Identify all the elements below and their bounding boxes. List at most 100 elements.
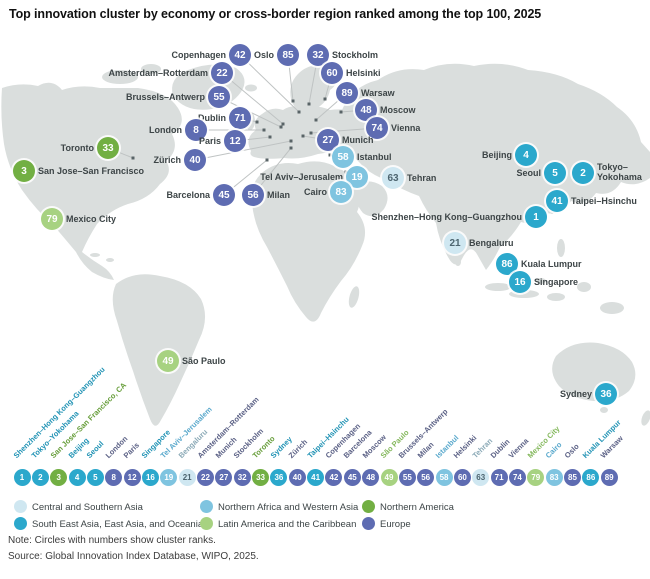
cluster-rank-circle-helsinki: 60 [321, 62, 343, 84]
cluster-label-mexico-city: Mexico City [66, 214, 117, 224]
cluster-rank-circle-san-jose-san-francisco: 3 [13, 160, 35, 182]
axis-rank-circle-barcelona: 45 [343, 468, 361, 486]
cluster-rank-circle-paris: 12 [224, 130, 246, 152]
axis-rank-circle-amsterdam-rotterdam: 22 [197, 468, 214, 486]
leader-line-brussels-antwerp [218, 96, 282, 128]
cluster-rank-circle-singapore: 16 [509, 271, 531, 293]
leader-line-z-rich [194, 140, 292, 161]
city-dot-barcelona [265, 158, 269, 162]
axis-rank-circle-toronto: 33 [252, 468, 270, 486]
cluster-label-singapore: Singapore [534, 277, 579, 287]
cluster-label-helsinki: Helsinki [346, 68, 381, 78]
cluster-rank-circle-sydney: 36 [595, 383, 617, 405]
city-dot-dublin [255, 120, 259, 124]
legend-label-lac: Latin America and the Caribbean [218, 519, 357, 530]
cluster-label-london: London [149, 125, 182, 135]
cluster-rank-circle-copenhagen: 42 [229, 44, 251, 66]
legend-label-eu: Europe [380, 519, 411, 530]
cluster-label-tokyo-yokohama: Tokyo–Yokohama [597, 162, 642, 182]
cluster-label-s-o-paulo: São Paulo [182, 356, 226, 366]
cluster-label-munich: Munich [342, 135, 374, 145]
cluster-label-san-jose-san-francisco: San Jose–San Francisco [38, 166, 145, 176]
legend-dot-nawa [200, 500, 213, 513]
cluster-label-stockholm: Stockholm [332, 50, 379, 60]
figure-title: Top innovation cluster by economy or cro… [9, 7, 542, 21]
city-dot-stockholm [307, 102, 311, 106]
cluster-rank-circle-brussels-antwerp: 55 [208, 86, 230, 108]
cluster-rank-circle-london: 8 [185, 119, 207, 141]
axis-rank-circle-dublin: 71 [490, 468, 508, 486]
cluster-label-copenhagen: Copenhagen [171, 50, 226, 60]
axis-rank-circle-brussels-antwerp: 55 [398, 468, 416, 486]
cluster-rank-circle-z-rich: 40 [184, 149, 206, 171]
cluster-label-seoul: Seoul [516, 168, 541, 178]
axis-rank-circle-s-o-paulo: 49 [380, 468, 398, 486]
city-dot-copenhagen [297, 110, 301, 114]
axis-rank-circle-stockholm: 32 [233, 468, 251, 486]
cluster-rank-circle-oslo: 85 [277, 44, 299, 66]
cluster-rank-circle-barcelona: 45 [213, 184, 235, 206]
cluster-rank-circle-amsterdam-rotterdam: 22 [211, 62, 233, 84]
cluster-label-warsaw: Warsaw [361, 88, 395, 98]
cluster-rank-circle-munich: 27 [317, 129, 339, 151]
cluster-rank-circle-shenzhen-hong-kong-guangzhou: 1 [525, 206, 547, 228]
cluster-rank-circle-s-o-paulo: 49 [157, 350, 179, 372]
city-dot-vienna [309, 131, 313, 135]
legend-dot-sea [14, 517, 27, 530]
legend-dot-na [362, 500, 375, 513]
axis-rank-circle-san-jose-san-francisco-ca: 3 [50, 468, 68, 486]
axis-rank-circle-mexico-city: 79 [527, 468, 545, 486]
cluster-label-oslo: Oslo [253, 50, 274, 60]
cluster-rank-circle-warsaw: 89 [336, 82, 358, 104]
axis-rank-circle-seoul: 5 [86, 468, 104, 486]
cluster-label-tehran: Tehran [407, 173, 437, 183]
cluster-label-istanbul: Istanbul [357, 152, 392, 162]
cluster-label-toronto: Toronto [60, 143, 94, 153]
axis-rank-circle-copenhagen: 42 [325, 468, 343, 486]
axis-rank-circle-bengaluru: 21 [178, 468, 196, 486]
legend-dot-lac [200, 517, 213, 530]
cluster-label-taipei-hsinchu: Taipei–Hsinchu [571, 196, 637, 206]
axis-rank-circle-munich: 27 [215, 468, 233, 486]
legend-label-nawa: Northern Africa and Western Asia [218, 502, 359, 513]
cluster-rank-circle-bengaluru: 21 [444, 232, 466, 254]
source-text: Source: Global Innovation Index Database… [8, 551, 259, 562]
cluster-label-barcelona: Barcelona [166, 190, 210, 200]
cluster-rank-circle-moscow: 48 [355, 99, 377, 121]
cluster-label-amsterdam-rotterdam: Amsterdam–Rotterdam [108, 68, 208, 78]
cluster-rank-circle-mexico-city: 79 [41, 208, 63, 230]
city-dot-amsterdam-rotterdam [281, 122, 285, 126]
cluster-label-tel-aviv-jerusalem: Tel Aviv–Jerusalem [260, 172, 343, 182]
cluster-label-vienna: Vienna [391, 123, 421, 133]
city-dot-moscow [339, 110, 343, 114]
city-dot-milan [289, 146, 293, 150]
cluster-label-cairo: Cairo [303, 187, 327, 197]
city-dot-helsinki [323, 97, 327, 101]
cluster-rank-circle-tokyo-yokohama: 2 [572, 162, 594, 184]
axis-rank-circle-milan: 56 [417, 468, 435, 486]
legend-label-sea: South East Asia, East Asia, and Oceania [32, 519, 204, 530]
axis-rank-circle-warsaw: 89 [600, 468, 618, 486]
cluster-rank-circle-toronto: 33 [97, 137, 119, 159]
city-dot-brussels-antwerp [279, 125, 283, 129]
axis-rank-circle-tokyo-yokohama: 2 [31, 468, 49, 486]
legend-label-na: Northern America [380, 502, 454, 513]
axis-rank-circle-helsinki: 60 [453, 468, 471, 486]
axis-rank-circle-tel-aviv-jerusalem: 19 [160, 468, 178, 486]
city-dot-warsaw [314, 118, 318, 122]
cluster-label-bengaluru: Bengaluru [469, 238, 514, 248]
axis-rank-circle-kuala-lumpur: 86 [582, 468, 600, 486]
axis-rank-circle-beijing: 4 [68, 468, 86, 486]
axis-rank-circle-paris: 12 [123, 468, 141, 486]
leader-line-amsterdam-rotterdam [221, 72, 284, 125]
cluster-label-sydney: Sydney [559, 389, 592, 399]
axis-rank-circle-istanbul: 58 [435, 468, 453, 486]
axis-rank-circle-taipei-hsinchu: 41 [307, 468, 325, 486]
city-dot-munich [301, 134, 305, 138]
legend-dot-csa [14, 500, 27, 513]
legend-label-csa: Central and Southern Asia [32, 502, 143, 513]
city-dot-oslo [291, 99, 295, 103]
cluster-rank-circle-seoul: 5 [544, 162, 566, 184]
cluster-rank-circle-kuala-lumpur: 86 [496, 253, 518, 275]
